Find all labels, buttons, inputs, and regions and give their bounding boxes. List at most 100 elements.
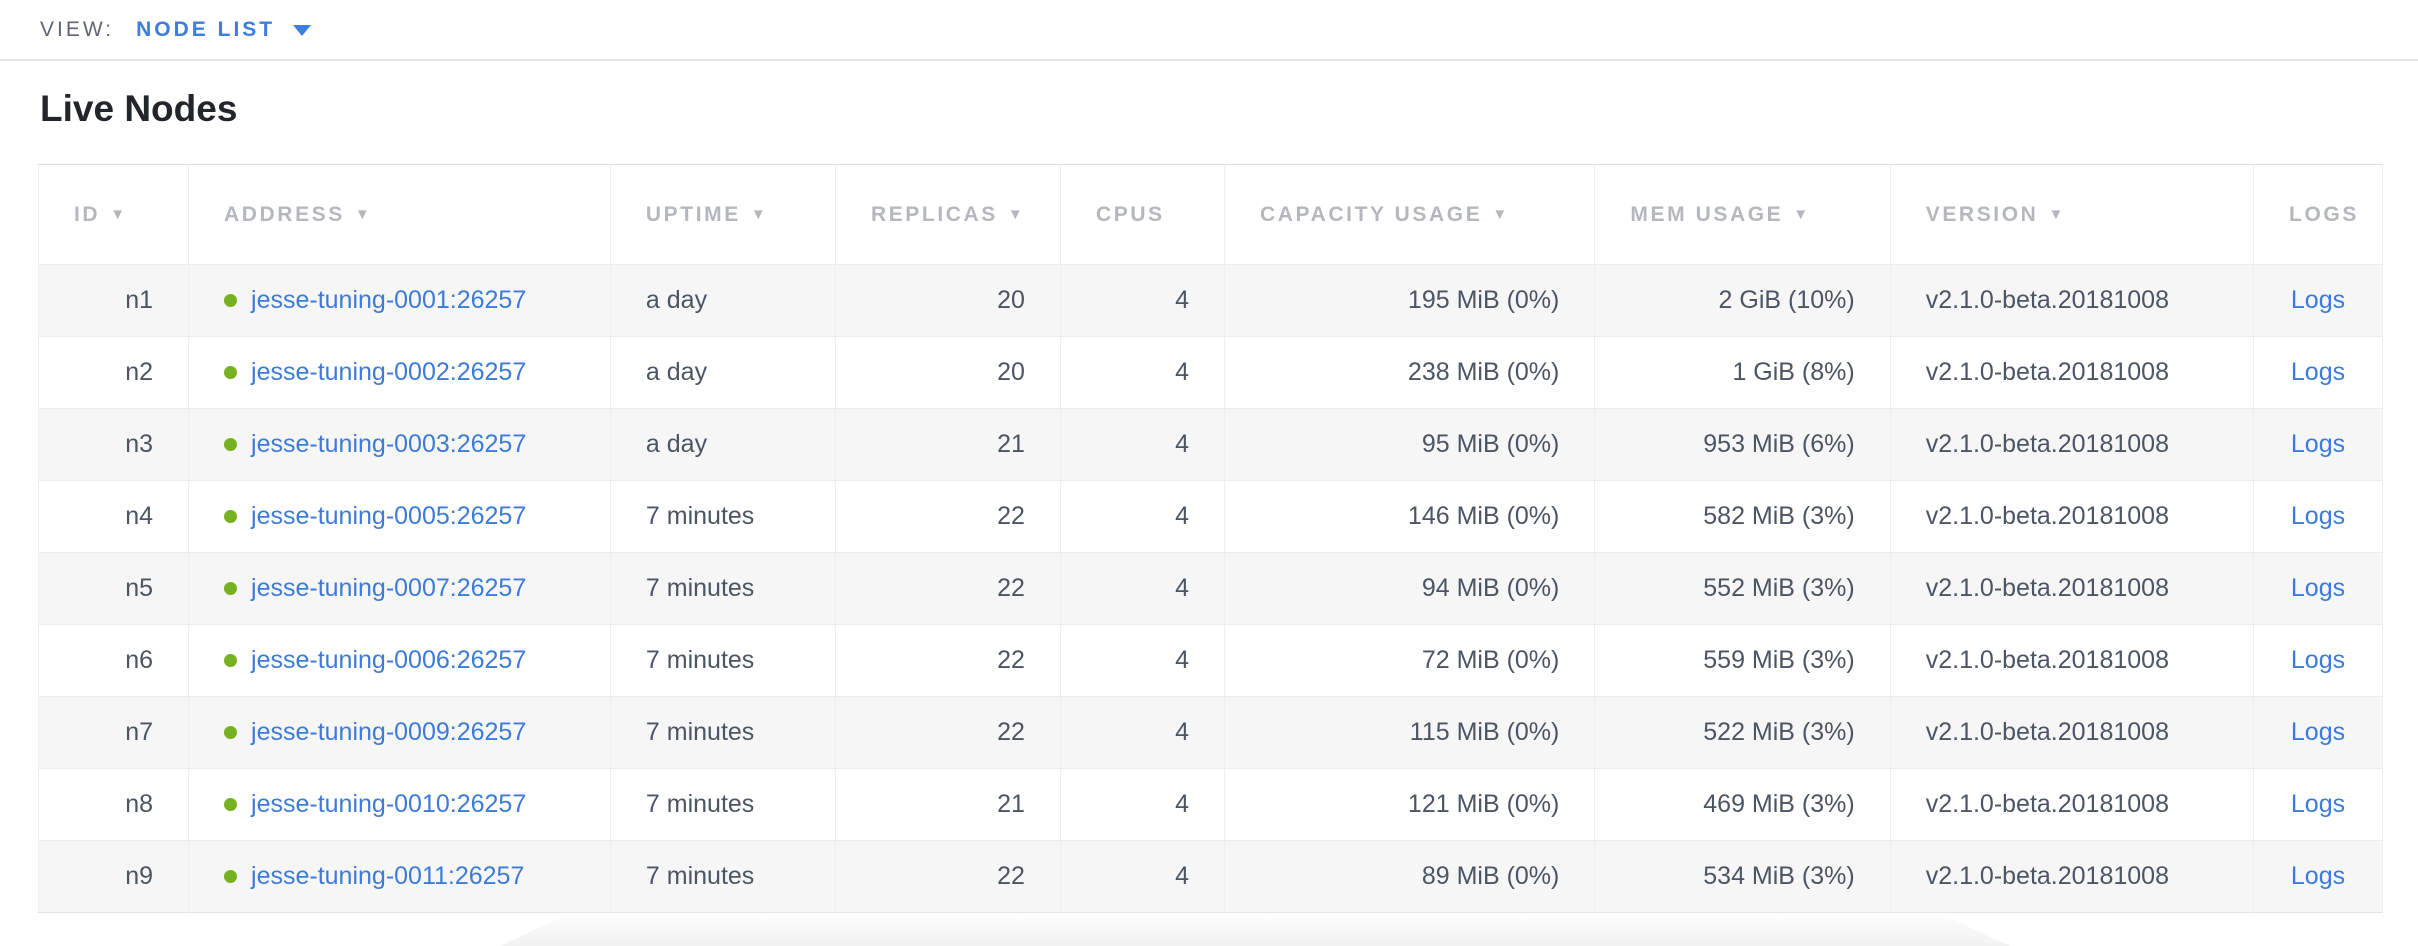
column-header-label: UPTIME xyxy=(645,202,741,226)
logs-link[interactable]: Logs xyxy=(2290,790,2346,818)
cell-replicas: 22 xyxy=(835,840,1061,913)
cell-version: v2.1.0-beta.20181008 xyxy=(1890,696,2255,769)
node-address-link[interactable]: jesse-tuning-0002:26257 xyxy=(251,358,527,386)
cell-address: jesse-tuning-0002:26257 xyxy=(188,336,611,409)
table-row: n5 jesse-tuning-0007:26257 7 minutes 22 4 94 … xyxy=(38,552,2383,625)
table-row: n3 jesse-tuning-0003:26257 a day 21 4 95 MiB … xyxy=(38,408,2383,481)
cell-logs: Logs xyxy=(2253,552,2383,625)
logs-link[interactable]: Logs xyxy=(2290,430,2346,458)
column-header-label: CPUS xyxy=(1095,202,1165,226)
cell-replicas: 22 xyxy=(835,624,1061,697)
node-address-link[interactable]: jesse-tuning-0011:26257 xyxy=(251,862,525,890)
bottom-sheet-shadow xyxy=(500,918,2010,946)
cell-capacity: 195 MiB (0%) xyxy=(1224,264,1596,337)
cell-replicas: 21 xyxy=(835,768,1061,841)
cell-version: v2.1.0-beta.20181008 xyxy=(1890,840,2255,913)
sort-desc-triangle-icon: ▼ xyxy=(354,205,373,223)
view-dropdown-value[interactable]: NODE LIST xyxy=(136,17,276,41)
logs-link[interactable]: Logs xyxy=(2290,646,2346,674)
table-row: n4 jesse-tuning-0005:26257 7 minutes 22 4 146… xyxy=(38,480,2383,553)
sort-desc-triangle-icon: ▼ xyxy=(110,205,128,223)
column-header-capacity[interactable]: CAPACITY USAGE ▼ xyxy=(1224,164,1596,265)
cell-address: jesse-tuning-0003:26257 xyxy=(188,408,611,481)
green-dot-icon xyxy=(224,294,238,307)
table-row: n1 jesse-tuning-0001:26257 a day 20 4 195 MiB… xyxy=(38,264,2383,337)
view-dropdown[interactable]: NODE LIST xyxy=(136,17,312,42)
cell-cpus: 4 xyxy=(1060,552,1226,625)
sort-desc-triangle-icon: ▼ xyxy=(1007,205,1026,223)
column-header-mem[interactable]: MEM USAGE ▼ xyxy=(1594,164,1891,265)
cell-logs: Logs xyxy=(2253,696,2383,769)
cell-id: n9 xyxy=(38,840,190,913)
cell-capacity: 115 MiB (0%) xyxy=(1224,696,1596,769)
sort-desc-triangle-icon: ▼ xyxy=(1492,205,1510,223)
column-header-version[interactable]: VERSION ▼ xyxy=(1890,164,2255,265)
table-row: n7 jesse-tuning-0009:26257 7 minutes 22 4 115… xyxy=(38,696,2383,769)
column-header-label: CAPACITY USAGE xyxy=(1260,202,1483,226)
cell-id: n8 xyxy=(38,768,190,841)
cell-version: v2.1.0-beta.20181008 xyxy=(1890,552,2255,625)
cell-id: n4 xyxy=(38,480,190,553)
cell-uptime: 7 minutes xyxy=(610,480,836,553)
sort-desc-triangle-icon: ▼ xyxy=(750,205,769,223)
cell-mem: 522 MiB (3%) xyxy=(1594,696,1891,769)
green-dot-icon xyxy=(224,510,238,523)
cell-logs: Logs xyxy=(2253,336,2383,409)
node-address-link[interactable]: jesse-tuning-0006:26257 xyxy=(251,646,527,674)
green-dot-icon xyxy=(224,582,238,595)
cell-mem: 953 MiB (6%) xyxy=(1594,408,1891,481)
column-header-label: LOGS xyxy=(2289,202,2359,226)
cell-cpus: 4 xyxy=(1060,336,1226,409)
sort-desc-triangle-icon: ▼ xyxy=(2048,205,2066,223)
cell-version: v2.1.0-beta.20181008 xyxy=(1890,480,2255,553)
cell-cpus: 4 xyxy=(1060,480,1226,553)
logs-link[interactable]: Logs xyxy=(2290,718,2346,746)
logs-link[interactable]: Logs xyxy=(2290,286,2346,314)
green-dot-icon xyxy=(224,726,238,739)
cell-logs: Logs xyxy=(2253,480,2383,553)
logs-link[interactable]: Logs xyxy=(2290,574,2346,602)
cell-version: v2.1.0-beta.20181008 xyxy=(1890,408,2255,481)
cell-version: v2.1.0-beta.20181008 xyxy=(1890,624,2255,697)
cell-address: jesse-tuning-0005:26257 xyxy=(188,480,611,553)
cell-address: jesse-tuning-0009:26257 xyxy=(188,696,611,769)
column-header-replicas[interactable]: REPLICAS ▼ xyxy=(835,164,1061,265)
cell-replicas: 20 xyxy=(835,336,1061,409)
cell-id: n3 xyxy=(38,408,190,481)
cell-cpus: 4 xyxy=(1060,768,1226,841)
logs-link[interactable]: Logs xyxy=(2290,502,2346,530)
column-header-label: ID xyxy=(74,202,101,226)
cell-replicas: 20 xyxy=(835,264,1061,337)
column-header-logs: LOGS xyxy=(2253,164,2383,265)
cell-cpus: 4 xyxy=(1060,840,1226,913)
view-selector-bar: VIEW: NODE LIST xyxy=(0,0,2418,61)
cell-id: n1 xyxy=(38,264,190,337)
node-address-link[interactable]: jesse-tuning-0003:26257 xyxy=(251,430,527,458)
node-address-link[interactable]: jesse-tuning-0009:26257 xyxy=(251,718,527,746)
cell-capacity: 72 MiB (0%) xyxy=(1224,624,1596,697)
cell-cpus: 4 xyxy=(1060,408,1226,481)
page-title: Live Nodes xyxy=(40,88,238,129)
node-address-link[interactable]: jesse-tuning-0010:26257 xyxy=(251,790,527,818)
cell-id: n2 xyxy=(38,336,190,409)
cell-version: v2.1.0-beta.20181008 xyxy=(1890,768,2255,841)
cell-mem: 582 MiB (3%) xyxy=(1594,480,1891,553)
cell-version: v2.1.0-beta.20181008 xyxy=(1890,264,2255,337)
logs-link[interactable]: Logs xyxy=(2290,358,2346,386)
logs-link[interactable]: Logs xyxy=(2290,862,2346,890)
column-header-uptime[interactable]: UPTIME ▼ xyxy=(610,164,836,265)
green-dot-icon xyxy=(224,870,238,883)
cell-mem: 552 MiB (3%) xyxy=(1594,552,1891,625)
green-dot-icon xyxy=(224,438,238,451)
cell-capacity: 94 MiB (0%) xyxy=(1224,552,1596,625)
node-address-link[interactable]: jesse-tuning-0005:26257 xyxy=(251,502,527,530)
node-address-link[interactable]: jesse-tuning-0001:26257 xyxy=(251,286,527,314)
table-row: n9 jesse-tuning-0011:26257 7 minutes 22 4 89 … xyxy=(38,840,2383,913)
column-header-id[interactable]: ID ▼ xyxy=(38,164,190,265)
node-address-link[interactable]: jesse-tuning-0007:26257 xyxy=(251,574,527,602)
cell-cpus: 4 xyxy=(1060,696,1226,769)
column-header-address[interactable]: ADDRESS ▼ xyxy=(188,164,611,265)
column-header-label: REPLICAS xyxy=(870,202,998,226)
cell-logs: Logs xyxy=(2253,624,2383,697)
cell-replicas: 21 xyxy=(835,408,1061,481)
